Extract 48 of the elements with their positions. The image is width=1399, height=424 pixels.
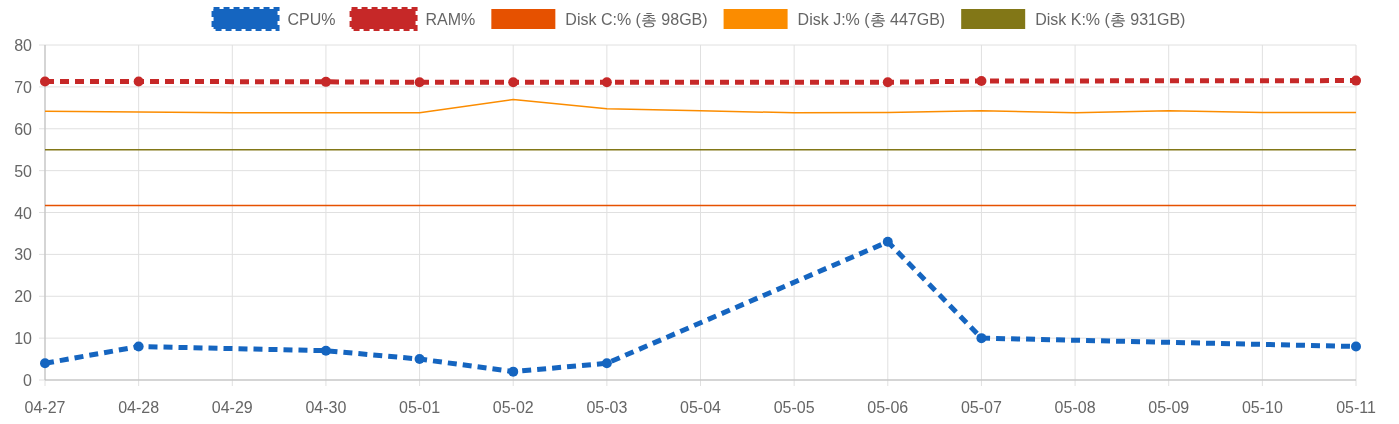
x-tick-label: 05-07 <box>960 399 1002 416</box>
point <box>414 77 425 88</box>
x-tick-label: 04-27 <box>24 399 66 416</box>
x-tick-label: 05-02 <box>492 399 534 416</box>
x-tick-label: 05-03 <box>586 399 628 416</box>
legend-label: RAM% <box>425 11 476 28</box>
x-tick-label: 05-01 <box>399 399 441 416</box>
y-tick-label: 40 <box>14 204 33 222</box>
point <box>414 354 425 365</box>
point <box>508 366 519 377</box>
x-tick-label: 04-30 <box>305 399 347 416</box>
legend-label: Disk K:% (총 931GB) <box>1035 11 1186 28</box>
point <box>320 76 331 87</box>
x-tick-label: 05-09 <box>1148 399 1190 416</box>
point <box>976 333 987 344</box>
point <box>882 77 893 88</box>
x-tick-label: 04-29 <box>211 399 253 416</box>
point <box>508 77 519 88</box>
point <box>601 77 612 88</box>
point <box>40 76 50 87</box>
point <box>133 76 144 87</box>
y-tick-label: 30 <box>14 246 33 264</box>
point <box>40 358 50 369</box>
y-tick-label: 50 <box>14 162 33 180</box>
x-tick-label: 05-06 <box>867 399 909 416</box>
point <box>1351 75 1361 86</box>
legend-label: CPU% <box>287 11 336 28</box>
line-series <box>44 98 1357 114</box>
x-tick-label: 05-05 <box>773 399 815 416</box>
x-tick-label: 04-28 <box>118 399 160 416</box>
point <box>1351 341 1361 352</box>
y-tick-label: 10 <box>14 330 33 348</box>
point <box>133 341 144 352</box>
x-tick-label: 05-10 <box>1241 399 1283 416</box>
point <box>320 345 331 356</box>
x-tick-label: 05-11 <box>1336 399 1376 416</box>
y-tick-label: 0 <box>23 372 33 389</box>
point <box>601 358 612 369</box>
y-tick-label: 20 <box>14 288 33 306</box>
point <box>882 236 893 247</box>
y-tick-label: 80 <box>14 37 33 54</box>
y-tick-label: 60 <box>14 120 33 138</box>
x-tick-label: 05-04 <box>680 399 722 416</box>
x-tick-label: 05-08 <box>1054 399 1096 416</box>
y-tick-label: 70 <box>14 78 33 96</box>
legend-label: Disk C:% (총 98GB) <box>565 11 708 28</box>
legend-label: Disk J:% (총 447GB) <box>797 11 946 28</box>
point <box>976 76 987 87</box>
